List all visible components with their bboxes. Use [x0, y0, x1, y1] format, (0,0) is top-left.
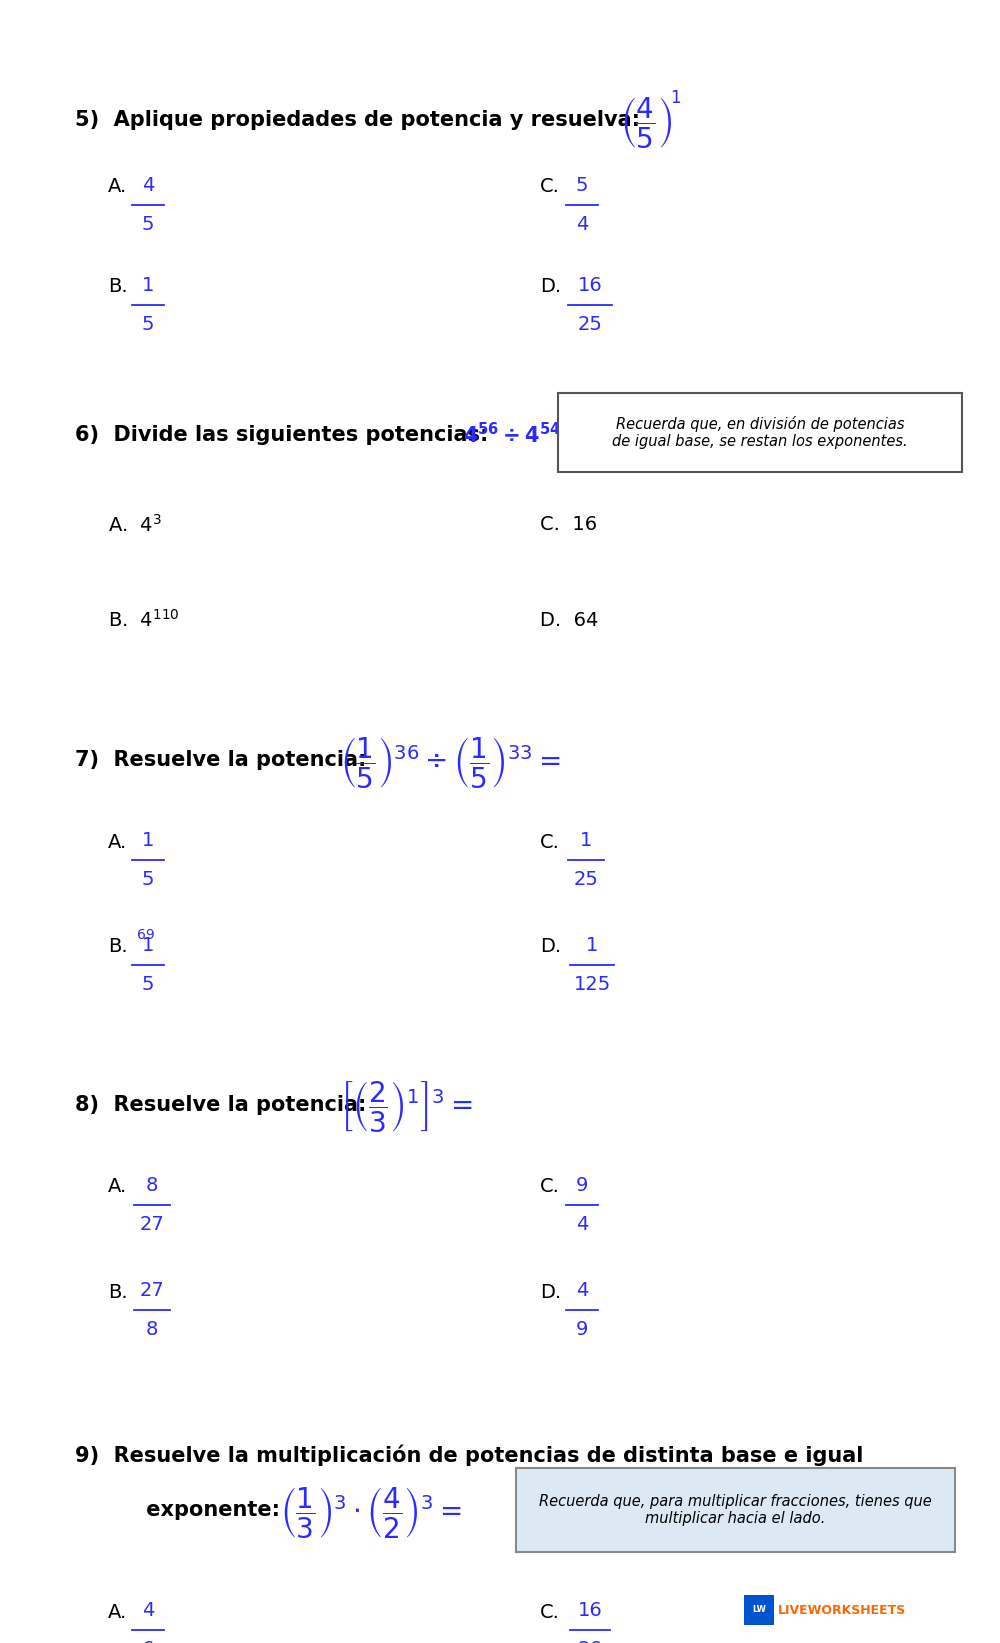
Text: 4: 4: [576, 1282, 588, 1300]
Text: A.  $4^{3}$: A. $4^{3}$: [108, 514, 162, 536]
Text: 25: 25: [574, 871, 598, 889]
Text: Recuerda que, en división de potencias
de igual base, se restan los exponentes.: Recuerda que, en división de potencias d…: [612, 416, 908, 449]
Text: B.: B.: [108, 938, 128, 956]
Text: A.: A.: [108, 177, 127, 197]
Text: 1: 1: [142, 831, 154, 849]
Text: LIVEWORKSHEETS: LIVEWORKSHEETS: [778, 1604, 906, 1617]
Text: 6: 6: [142, 1640, 154, 1643]
Text: 4: 4: [576, 215, 588, 233]
Text: 27: 27: [140, 1216, 164, 1234]
Text: 1: 1: [142, 276, 154, 296]
Text: 8)  Resuelve la potencia:: 8) Resuelve la potencia:: [75, 1094, 366, 1116]
FancyBboxPatch shape: [516, 1467, 955, 1553]
Text: C.  16: C. 16: [540, 516, 597, 534]
Text: 4: 4: [142, 1600, 154, 1620]
Text: 5: 5: [142, 871, 154, 889]
Text: B.: B.: [108, 1283, 128, 1301]
Text: 27: 27: [140, 1282, 164, 1300]
Text: B.: B.: [108, 278, 128, 296]
Text: 16: 16: [578, 1600, 602, 1620]
Text: A.: A.: [108, 1602, 127, 1622]
Text: 9: 9: [576, 1319, 588, 1339]
FancyBboxPatch shape: [744, 1595, 774, 1625]
Text: 6)  Divide las siguientes potencias:: 6) Divide las siguientes potencias:: [75, 426, 488, 445]
Text: 1: 1: [670, 89, 681, 107]
Text: 7)  Resuelve la potencia:: 7) Resuelve la potencia:: [75, 749, 366, 771]
Text: D.: D.: [540, 938, 561, 956]
Text: A.: A.: [108, 1178, 127, 1196]
Text: $\left(\dfrac{1}{3}\right)^{3} \cdot \left(\dfrac{4}{2}\right)^{3} = $: $\left(\dfrac{1}{3}\right)^{3} \cdot \le…: [280, 1485, 461, 1539]
Text: C.: C.: [540, 1178, 560, 1196]
Text: $\left(\dfrac{1}{5}\right)^{36} \div \left(\dfrac{1}{5}\right)^{33} = $: $\left(\dfrac{1}{5}\right)^{36} \div \le…: [340, 734, 561, 790]
Text: D.  64: D. 64: [540, 611, 598, 629]
Text: $\mathbf{4^{56} \div 4^{54} =}$: $\mathbf{4^{56} \div 4^{54} =}$: [463, 422, 581, 447]
Text: C.: C.: [540, 833, 560, 851]
Text: C.: C.: [540, 1602, 560, 1622]
Text: $\left(\dfrac{4}{5}\right)$: $\left(\dfrac{4}{5}\right)$: [620, 95, 672, 150]
Text: C.: C.: [540, 177, 560, 197]
Text: 1: 1: [586, 937, 598, 955]
Text: 5: 5: [142, 215, 154, 233]
Text: 4: 4: [576, 1216, 588, 1234]
Text: 9)  Resuelve la multiplicación de potencias de distinta base e igual: 9) Resuelve la multiplicación de potenci…: [75, 1444, 863, 1466]
Text: 4: 4: [142, 176, 154, 196]
Text: 1: 1: [142, 937, 154, 955]
FancyBboxPatch shape: [558, 393, 962, 472]
Text: 1: 1: [580, 831, 592, 849]
Text: 5: 5: [142, 315, 154, 334]
Text: D.: D.: [540, 278, 561, 296]
Text: 8: 8: [146, 1176, 158, 1194]
Text: 36: 36: [578, 1640, 602, 1643]
Text: exponente:: exponente:: [110, 1500, 280, 1520]
Text: 25: 25: [578, 315, 602, 334]
Text: Recuerda que, para multiplicar fracciones, tienes que
multiplicar hacia el lado.: Recuerda que, para multiplicar fraccione…: [539, 1493, 932, 1526]
Text: D.: D.: [540, 1283, 561, 1301]
Text: LW: LW: [752, 1605, 766, 1615]
Text: 8: 8: [146, 1319, 158, 1339]
Text: $\left[\left(\dfrac{2}{3}\right)^{1}\right]^{3} = $: $\left[\left(\dfrac{2}{3}\right)^{1}\rig…: [340, 1079, 473, 1135]
Text: 16: 16: [578, 276, 602, 296]
Text: 125: 125: [573, 974, 611, 994]
Text: B.  $4^{110}$: B. $4^{110}$: [108, 610, 180, 631]
Text: 5: 5: [142, 974, 154, 994]
Text: 5)  Aplique propiedades de potencia y resuelva:: 5) Aplique propiedades de potencia y res…: [75, 110, 640, 130]
Text: 69: 69: [137, 928, 155, 941]
Text: 9: 9: [576, 1176, 588, 1194]
Text: A.: A.: [108, 833, 127, 851]
Text: 5: 5: [576, 176, 588, 196]
